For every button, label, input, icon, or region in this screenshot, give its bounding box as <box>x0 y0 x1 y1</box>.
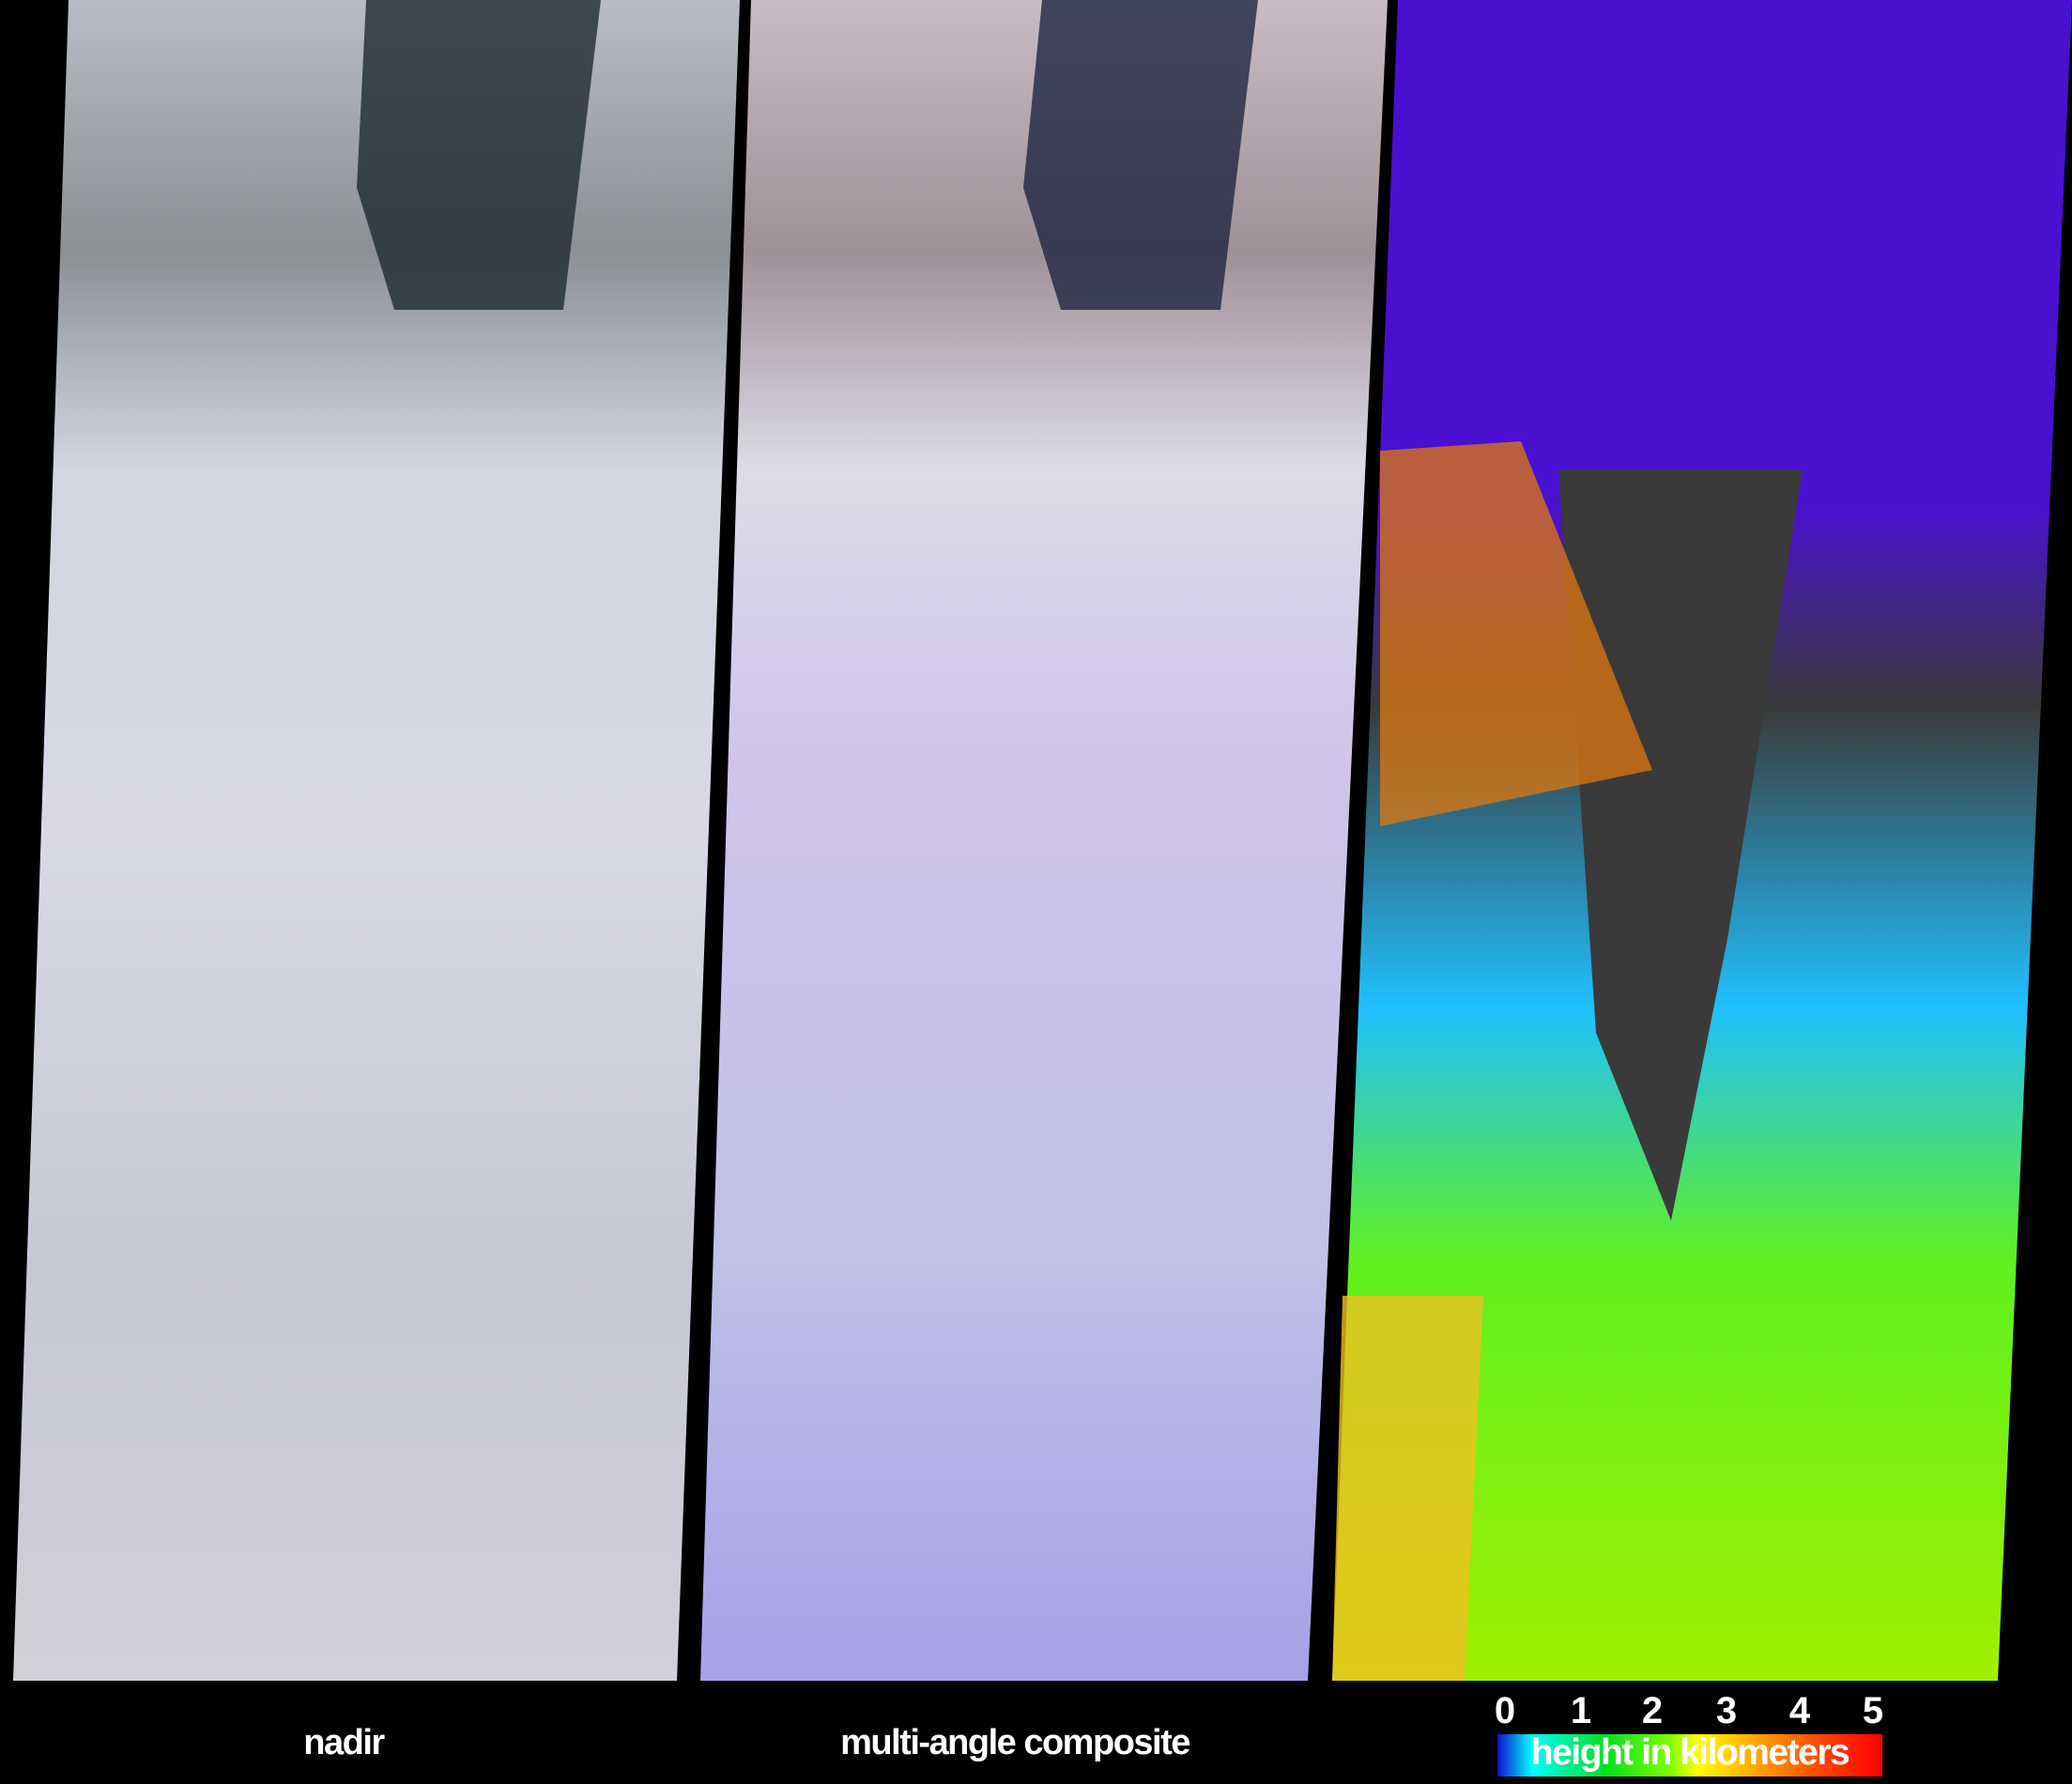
color-bar: height in kilometers <box>1497 1732 1882 1776</box>
cloud-height-yellow-region <box>1332 1296 1483 1681</box>
nadir-image <box>13 0 740 1681</box>
caption-nadir: nadir <box>303 1723 385 1762</box>
nadir-dark-water <box>357 0 601 310</box>
caption-multi-angle-composite: multi-angle composite <box>840 1723 1190 1762</box>
legend-tick-1: 1 <box>1570 1690 1592 1731</box>
cloud-height-orange-region <box>1380 441 1652 826</box>
color-bar-label: height in kilometers <box>1530 1732 1850 1773</box>
legend-tick-0: 0 <box>1494 1690 1516 1731</box>
composite-image <box>700 0 1388 1681</box>
legend-tick-3: 3 <box>1715 1690 1738 1731</box>
legend-tick-5: 5 <box>1862 1690 1884 1731</box>
legend-tick-2: 2 <box>1641 1690 1664 1731</box>
legend-tick-4: 4 <box>1788 1690 1811 1731</box>
composite-dark-water <box>1023 0 1258 310</box>
cloud-height-dark-region <box>1558 469 1803 1221</box>
